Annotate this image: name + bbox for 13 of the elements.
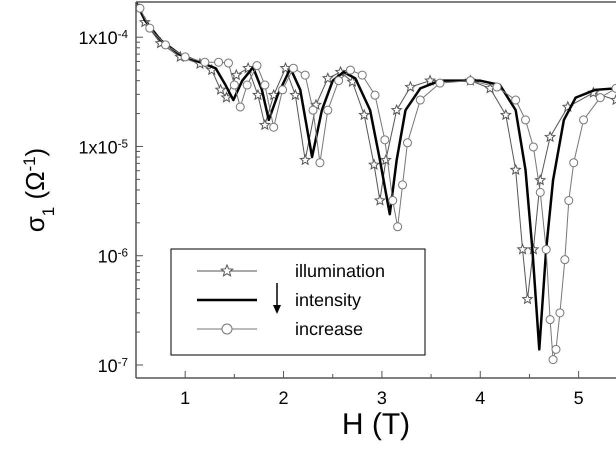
x-tick-label: 3 xyxy=(376,388,387,408)
legend-label: illumination xyxy=(295,261,386,281)
x-tick-label: 1 xyxy=(180,388,190,408)
y-tick-label: 10$^{-7}$ xyxy=(98,355,128,376)
x-axis-title: H (T) xyxy=(342,408,410,441)
x-tick-label: 2 xyxy=(278,388,289,408)
y-tick-label: 10$^{-6}$ xyxy=(98,246,128,267)
x-tick-label: 5 xyxy=(574,388,584,408)
legend-label: increase xyxy=(295,319,364,339)
legend-label: intensity xyxy=(295,290,362,310)
y-tick-label: 1x10$^{-5}$ xyxy=(78,136,128,158)
y-tick-label: 1x10$^{-4}$ xyxy=(78,28,128,48)
x-tick-label: 4 xyxy=(475,388,486,408)
